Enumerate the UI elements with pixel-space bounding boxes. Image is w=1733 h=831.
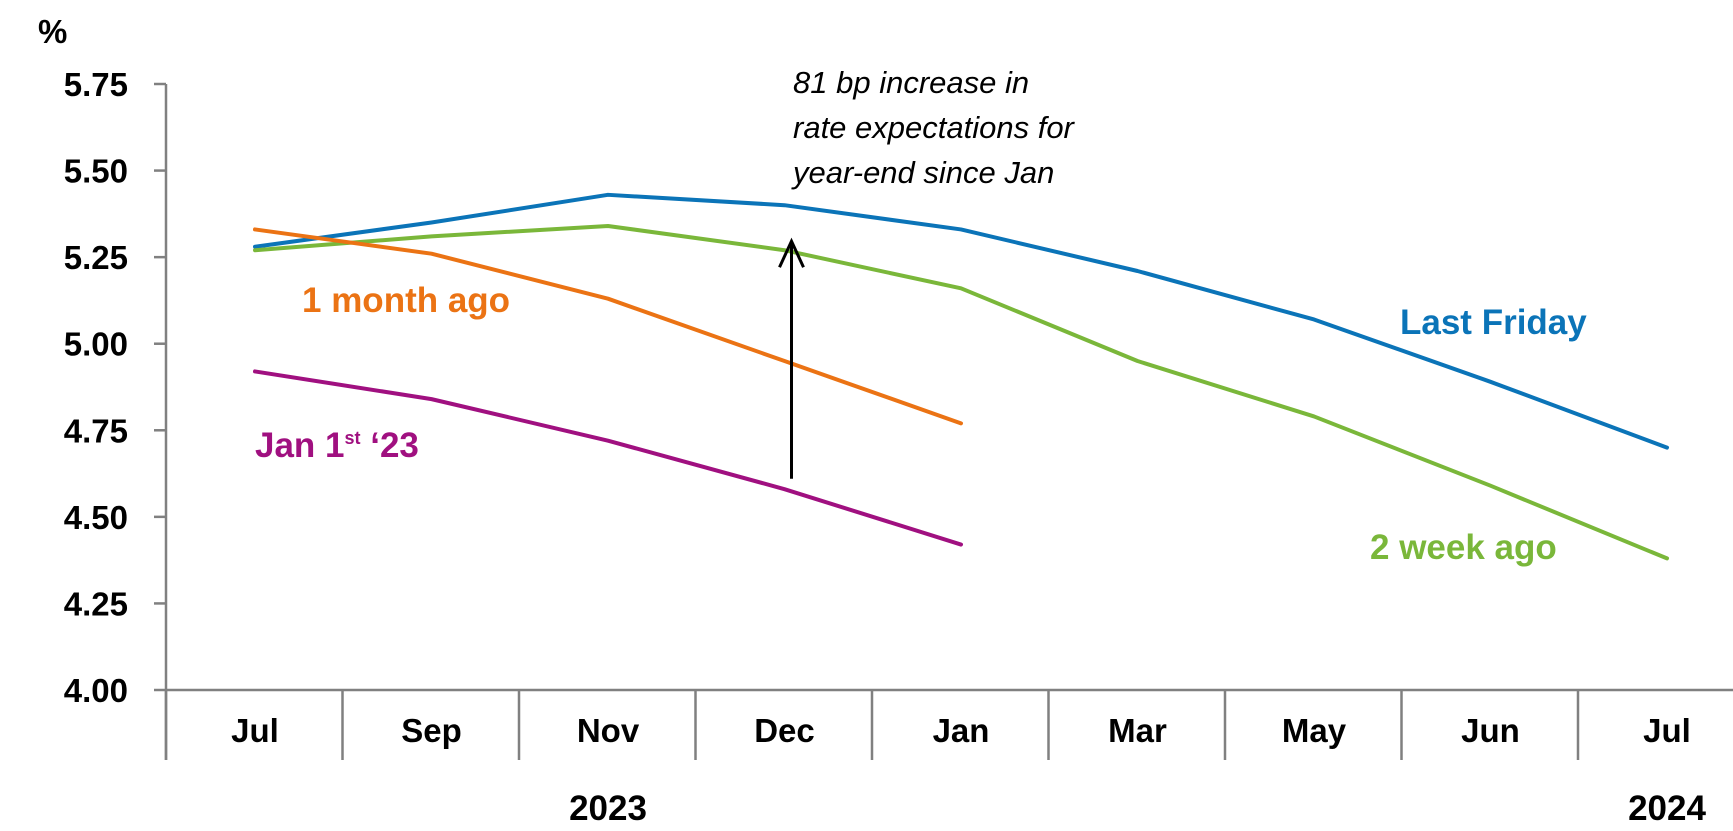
x-tick-label: Dec: [754, 712, 815, 749]
y-tick-label: 4.50: [64, 499, 128, 536]
x-year-label: 2023: [569, 789, 647, 828]
series-line: [253, 192, 1669, 450]
series-label: 2 week ago: [1370, 528, 1557, 567]
y-tick-label: 4.75: [64, 412, 128, 449]
series-label: Jan 1st ‘23: [255, 426, 419, 465]
annotation-arrow-head: [778, 237, 805, 268]
series-label: Last Friday: [1400, 303, 1587, 342]
x-tick-label: Sep: [401, 712, 462, 749]
x-tick-label: Jul: [231, 712, 279, 749]
y-tick-label: 5.00: [64, 326, 128, 363]
x-tick-label: Nov: [577, 712, 640, 749]
series-labels: Last Friday 2 week ago 1 month ago Jan 1st …: [255, 281, 1587, 567]
annotation-text-line: 81 bp increase in: [793, 65, 1029, 100]
y-tick-label: 4.25: [64, 585, 128, 622]
annotation: 81 bp increase in rate expectations for ye…: [778, 65, 1076, 479]
annotation-text-line: year-end since Jan: [791, 155, 1054, 190]
x-tick-label: May: [1282, 712, 1347, 749]
series-line: [253, 223, 1669, 561]
x-tick-label: Mar: [1108, 712, 1167, 749]
y-axis: 4.00 4.25 4.50 4.75 5.00 5.25 5.50 5.75: [64, 66, 168, 760]
x-tick-label: Jun: [1461, 712, 1520, 749]
series-lines: [253, 192, 1669, 561]
series-label: 1 month ago: [302, 281, 510, 320]
x-axis: Jul Sep Nov Dec Jan Mar May Jun Jul 2023 2024: [164, 688, 1733, 828]
y-tick-label: 5.75: [64, 66, 128, 103]
x-year-label: 2024: [1628, 789, 1706, 828]
y-tick-label: 5.25: [64, 239, 128, 276]
annotation-text-line: rate expectations for: [793, 110, 1076, 145]
series-line: [253, 227, 963, 426]
y-axis-unit-label: %: [38, 13, 67, 50]
y-tick-label: 5.50: [64, 153, 128, 190]
x-tick-label: Jan: [933, 712, 990, 749]
series-line: [253, 369, 963, 547]
x-tick-label: Jul: [1643, 712, 1691, 749]
y-tick-label: 4.00: [64, 672, 128, 709]
